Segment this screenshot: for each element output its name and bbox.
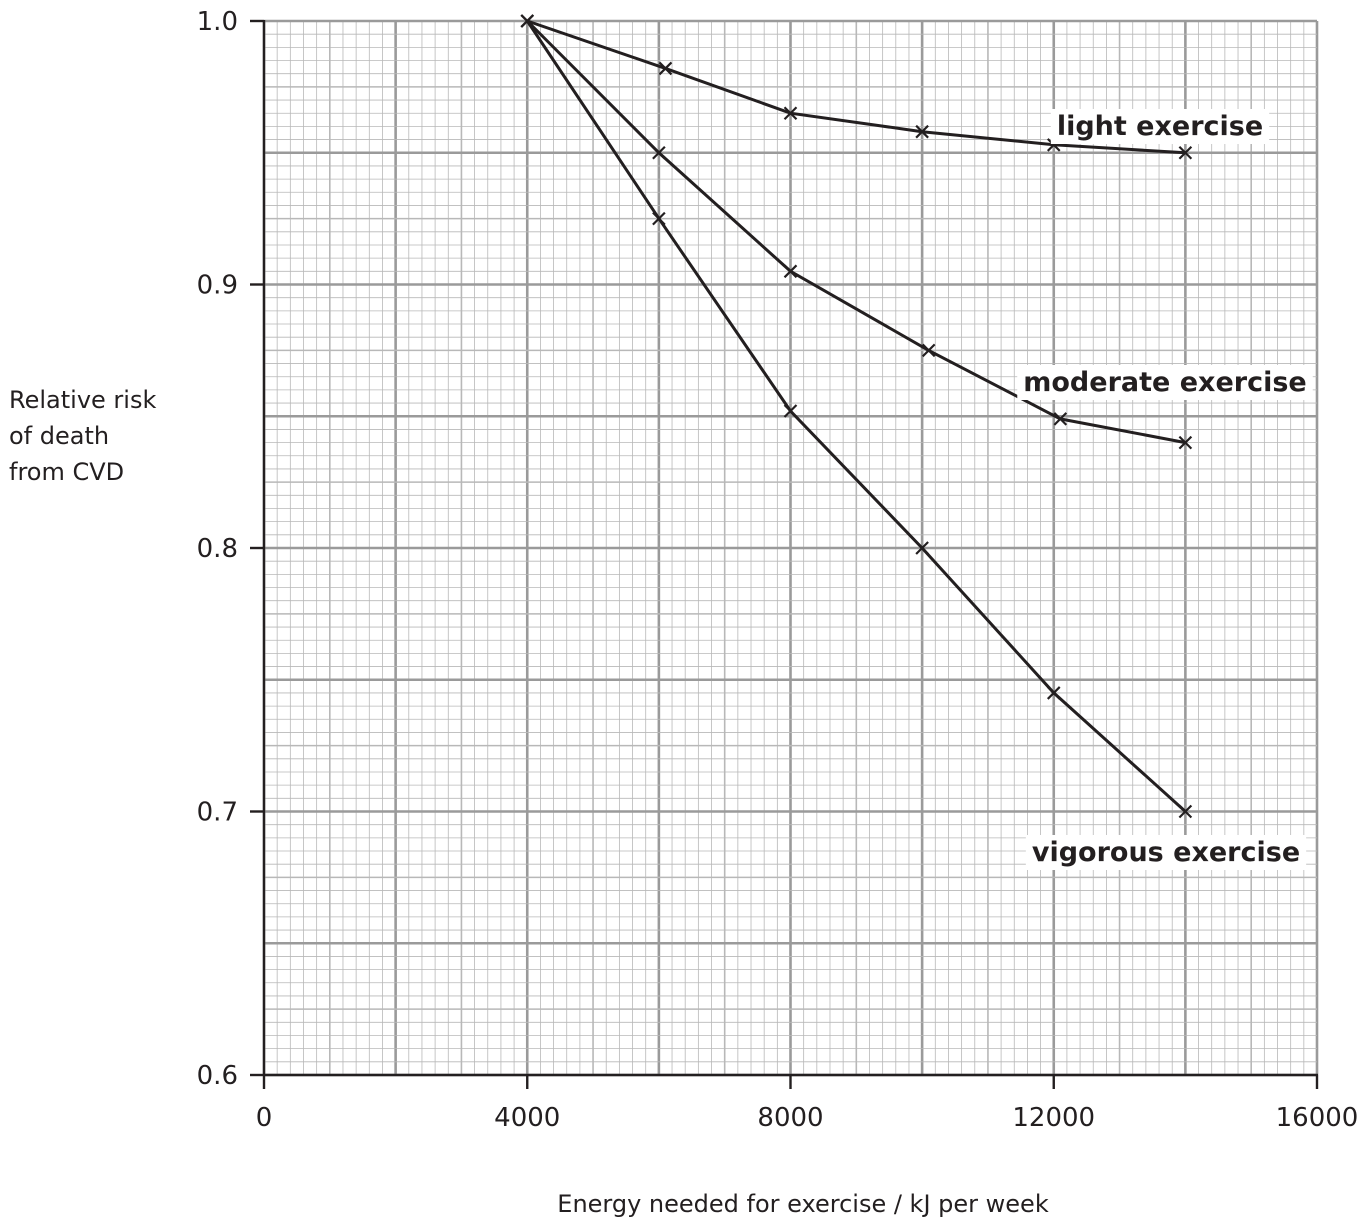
series-label-background	[1050, 109, 1270, 144]
series-line-moderate	[526, 19, 1186, 445]
x-tick-label: 4000	[494, 1103, 560, 1133]
data-point-vigorous	[1046, 686, 1061, 700]
y-tick-label: 0.9	[197, 271, 238, 301]
data-point-moderate	[783, 264, 798, 279]
axis-ticks: 0.6 0.7 0.8 0.9 1.0 0 4000 8000 12000 16000	[197, 7, 1359, 1133]
series-label-background	[1017, 365, 1313, 400]
series-label-vigorous: vigorous exercise	[1032, 837, 1300, 868]
chart-grid	[262, 19, 1319, 1077]
data-point-vigorous	[783, 404, 798, 418]
data-point-vigorous	[520, 14, 535, 28]
data-point-vigorous	[1178, 804, 1193, 819]
x-tick-label: 12000	[1012, 1103, 1095, 1133]
x-tick-label: 16000	[1276, 1103, 1359, 1133]
series-label-moderate: moderate exercise	[1023, 367, 1306, 398]
data-point-light	[1178, 145, 1193, 160]
y-axis-title-line-3: from CVD	[9, 458, 125, 486]
data-point-moderate	[1053, 412, 1068, 426]
series-line-vigorous	[526, 20, 1187, 813]
y-tick-label: 1.0	[197, 7, 238, 37]
series-line-light	[526, 19, 1186, 155]
series-label-light: light exercise	[1057, 111, 1263, 142]
y-tick-label: 0.6	[197, 1061, 238, 1091]
y-axis-title: Relative risk of death from CVD	[9, 382, 179, 490]
data-point-light	[783, 106, 798, 121]
series-label-background	[1025, 835, 1307, 870]
chart-series	[520, 14, 1193, 819]
series-labels: light exercise moderate exercise vigorous …	[1017, 109, 1313, 870]
data-point-moderate	[921, 343, 936, 358]
data-point-moderate	[1178, 435, 1193, 450]
y-axis-title-line-2: of death	[9, 422, 110, 450]
data-point-moderate	[652, 145, 666, 160]
data-point-vigorous	[652, 211, 666, 226]
data-point-light	[915, 124, 929, 139]
data-point-vigorous	[915, 541, 929, 555]
data-point-light	[658, 61, 673, 76]
x-tick-label: 8000	[757, 1103, 823, 1133]
x-tick-label: 0	[256, 1103, 273, 1133]
x-axis-title: Energy needed for exercise / kJ per week	[557, 1190, 1049, 1218]
y-axis-title-line-1: Relative risk	[9, 386, 157, 414]
y-tick-label: 0.8	[197, 534, 238, 564]
y-tick-label: 0.7	[197, 798, 238, 828]
